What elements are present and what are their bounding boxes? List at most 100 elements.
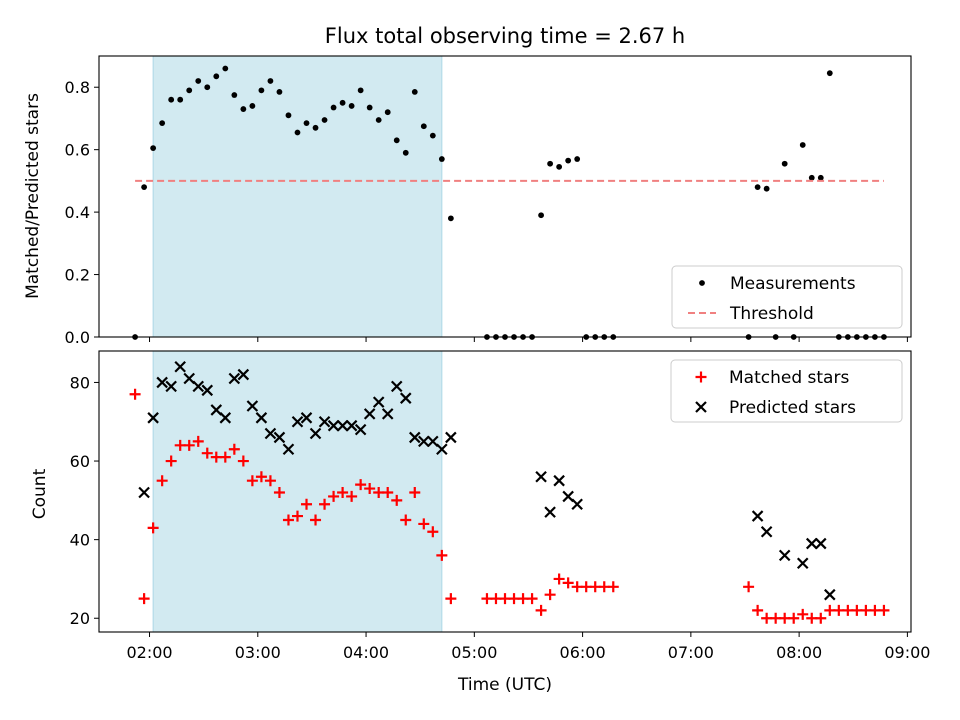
data-point [177,96,184,103]
shaded-observing-interval [152,350,443,633]
data-point [808,174,815,181]
data-point [192,380,205,393]
data-point [264,475,276,487]
data-point [438,156,445,162]
data-point [309,427,322,440]
x-tick-label: 05:00 [451,643,497,662]
data-point [228,372,241,385]
data-point [264,427,277,440]
data-point [165,455,177,467]
series-matched-stars [129,388,890,624]
data-point [219,412,232,424]
data-point [556,163,563,170]
data-point [294,129,301,136]
data-point [526,593,538,605]
data-point [409,431,421,444]
data-point [237,368,250,381]
data-point [788,612,800,624]
data-point [447,215,454,222]
data-point [544,506,556,518]
data-point [273,431,286,444]
data-point [695,401,707,413]
data-point [138,486,150,499]
data-point [565,157,572,164]
data-point [291,415,304,428]
x-tick-label: 08:00 [776,643,822,662]
data-point [420,123,427,130]
data-point [562,490,574,503]
x-tick-label: 09:00 [884,643,930,662]
data-point [399,392,412,404]
legend-label: Matched stars [729,368,849,388]
data-point [418,518,430,530]
data-point [824,588,836,601]
legend-box [671,265,903,329]
data-point [763,185,770,192]
data-point [156,376,168,389]
data-point [375,117,382,123]
data-point [797,608,809,620]
y-tick-label: 0.0 [65,328,90,347]
data-point [300,412,313,424]
data-point [138,593,150,605]
data-point [815,537,827,550]
data-point [781,160,788,167]
data-point [445,431,457,444]
data-point [219,451,231,463]
data-point [165,380,177,393]
data-point [571,498,583,511]
data-point [357,87,364,94]
data-point [339,99,346,106]
data-point [363,408,376,420]
data-point [799,142,806,148]
data-point [402,149,409,156]
legend-label: Measurements [730,274,856,294]
data-point [429,132,436,139]
data-point [240,106,247,112]
y-tick-label: 60 [70,452,90,471]
data-point [159,120,166,127]
data-point [815,612,827,624]
data-point [562,577,574,589]
data-point [210,404,223,416]
data-point [535,470,547,483]
data-point [310,514,322,526]
legend-label: Predicted stars [729,398,856,418]
data-point [436,443,448,456]
data-point [752,604,764,616]
data-point [231,92,238,98]
data-point [778,549,791,562]
data-point [384,109,391,116]
data-point [535,604,547,616]
y-tick-label: 80 [70,373,90,392]
data-point [282,443,295,456]
data-point [246,400,259,412]
data-point [427,526,439,538]
data-point [337,486,349,498]
data-point [195,78,202,84]
data-point [445,593,457,605]
x-tick-label: 07:00 [668,643,714,662]
data-point [393,137,400,144]
y-tick-label: 0.2 [65,266,90,285]
x-tick-label: 04:00 [343,643,389,662]
data-point [255,471,267,483]
data-point [553,573,565,585]
data-point [381,408,394,420]
data-point [319,498,331,510]
data-point [364,483,376,495]
data-point [291,510,303,522]
data-point [150,145,157,152]
data-point [826,70,833,77]
data-point [192,435,204,447]
series-predicted-stars [138,360,836,601]
data-point [751,510,764,522]
data-point [409,486,421,498]
data-point [553,474,565,487]
data-point [391,494,403,506]
data-point [878,604,890,616]
data-point [228,443,240,455]
data-point [204,84,211,91]
data-point [354,423,367,436]
data-point [346,490,358,502]
